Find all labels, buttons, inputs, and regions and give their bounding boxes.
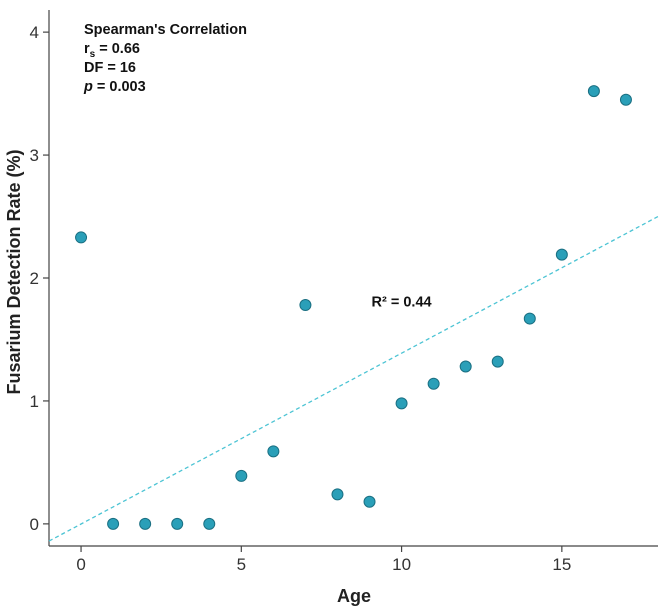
y-axis-title: Fusarium Detection Rate (%) bbox=[4, 149, 24, 394]
data-point bbox=[491, 355, 504, 368]
data-point bbox=[331, 488, 344, 501]
x-axis-title: Age bbox=[337, 586, 371, 606]
data-point bbox=[459, 360, 472, 373]
y-axis-ticks: 0 1 2 3 4 bbox=[30, 23, 49, 534]
data-point bbox=[523, 312, 536, 325]
data-point bbox=[555, 248, 568, 261]
data-point bbox=[395, 397, 408, 410]
y-tick-label: 1 bbox=[30, 392, 39, 411]
data-point bbox=[107, 517, 120, 530]
x-axis-ticks: 0 5 10 15 bbox=[76, 546, 571, 574]
data-points bbox=[75, 85, 632, 530]
data-point bbox=[587, 85, 600, 98]
data-point bbox=[363, 495, 376, 508]
x-tick-label: 15 bbox=[552, 555, 571, 574]
x-tick-label: 0 bbox=[76, 555, 85, 574]
x-tick-label: 5 bbox=[237, 555, 246, 574]
y-tick-label: 0 bbox=[30, 515, 39, 534]
rs-subscript: s bbox=[90, 49, 96, 60]
data-point bbox=[267, 445, 280, 458]
stats-rs: rs = 0.66 bbox=[84, 41, 140, 60]
p-symbol: p bbox=[83, 79, 93, 95]
x-tick-label: 10 bbox=[392, 555, 411, 574]
stats-p: p = 0.003 bbox=[83, 79, 146, 95]
data-point bbox=[427, 377, 440, 390]
rs-symbol: r bbox=[84, 41, 90, 57]
statistics-box: Spearman's Correlation rs = 0.66 DF = 16… bbox=[83, 22, 247, 95]
r-squared-label: R² = 0.44 bbox=[372, 294, 432, 310]
data-point bbox=[139, 517, 152, 530]
stats-title: Spearman's Correlation bbox=[84, 22, 247, 38]
rs-value: = 0.66 bbox=[95, 41, 140, 57]
data-point bbox=[619, 93, 632, 106]
stats-df: DF = 16 bbox=[84, 60, 136, 76]
data-point bbox=[171, 517, 184, 530]
data-point bbox=[75, 231, 88, 244]
data-point bbox=[203, 517, 216, 530]
y-tick-label: 2 bbox=[30, 269, 39, 288]
y-tick-label: 3 bbox=[30, 146, 39, 165]
data-point bbox=[299, 299, 312, 312]
trend-line bbox=[48, 215, 659, 542]
y-tick-label: 4 bbox=[30, 23, 39, 42]
p-value: = 0.003 bbox=[93, 79, 146, 95]
data-point bbox=[235, 469, 248, 482]
